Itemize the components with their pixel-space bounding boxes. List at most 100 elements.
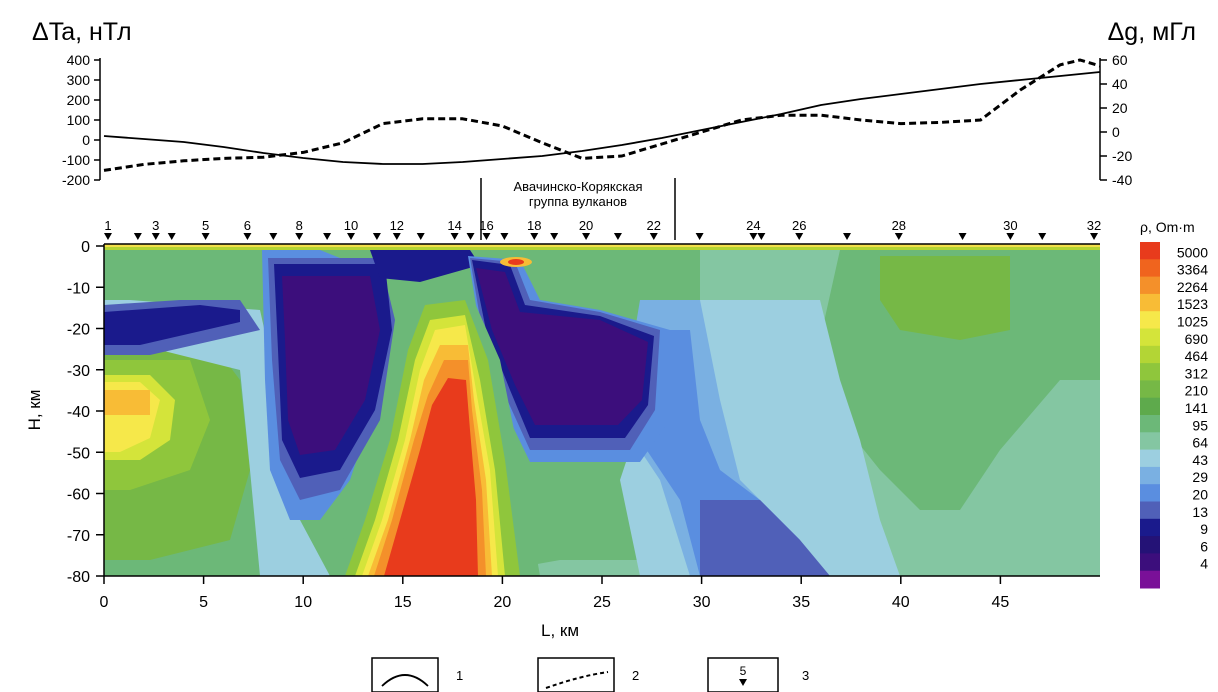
station-number: 32: [1087, 218, 1101, 233]
zone-4-east-body: [476, 268, 648, 425]
station-number: 28: [892, 218, 906, 233]
station-number: 1: [104, 218, 111, 233]
station-marker: [201, 233, 210, 240]
x-tick-label: 35: [792, 594, 810, 611]
station-marker: [392, 233, 401, 240]
station-marker: [530, 233, 539, 240]
colorbar-cell: [1140, 536, 1160, 554]
station-number: 10: [344, 218, 358, 233]
station-marker: [103, 233, 112, 240]
station-marker: [649, 233, 658, 240]
legend-station-triangle: [739, 679, 747, 686]
colorbar-label: 1523: [1177, 296, 1208, 312]
x-tick-label: 45: [992, 594, 1010, 611]
station-marker: [757, 233, 766, 240]
colorbar-cell: [1140, 259, 1160, 278]
legend-marker-label: 5: [740, 664, 747, 678]
colorbar-cell: [1140, 311, 1160, 329]
station-marker: [347, 233, 356, 240]
left-tick-label: 400: [67, 52, 91, 68]
station-marker: [1006, 233, 1015, 240]
colorbar-title: ρ, Om·m: [1140, 219, 1195, 235]
y-axis-label: H, км: [25, 390, 44, 431]
colorbar-cell: [1140, 484, 1160, 502]
y-axis-ticks: 0 -10 -20 -30 -40 -50 -60 -70 -80: [67, 239, 104, 586]
y-tick-label: -50: [67, 445, 90, 462]
colorbar-label: 464: [1185, 348, 1209, 364]
station-marker: [500, 233, 509, 240]
x-tick-label: 0: [100, 594, 109, 611]
gravity-anomaly-line: [103, 58, 1101, 172]
station-number: 24: [746, 218, 760, 233]
station-number: 12: [390, 218, 404, 233]
station-marker: [958, 233, 967, 240]
station-marker: [482, 233, 491, 240]
colorbar-label: 13: [1192, 504, 1208, 520]
station-marker: [167, 233, 176, 240]
station-marker: [295, 233, 304, 240]
magnetic-anomaly-line: [103, 71, 1101, 165]
left-tick-label: 0: [82, 132, 90, 148]
surface-strip: [104, 244, 1100, 249]
station-marker: [372, 233, 381, 240]
colorbar-cell: [1140, 501, 1160, 520]
colorbar-cell: [1140, 553, 1160, 572]
colorbar-cell: [1140, 345, 1160, 364]
colorbar-cell: [1140, 397, 1160, 416]
station-number: 30: [1003, 218, 1017, 233]
left-tick-label: 200: [67, 92, 91, 108]
left-axis-title: ΔTa, нТл: [32, 18, 132, 46]
shallow-high-resistivity-core: [508, 259, 524, 265]
legend-box-3: [707, 657, 779, 692]
legend-number-2: 2: [632, 668, 639, 683]
colorbar-label: 5000: [1177, 244, 1208, 260]
x-tick-label: 15: [394, 594, 412, 611]
zone-9-top-center: [370, 250, 480, 282]
colorbar-label: 690: [1185, 331, 1209, 347]
colorbar-label: 141: [1185, 400, 1209, 416]
y-tick-label: -60: [67, 487, 90, 504]
resistivity-heatmap: [104, 244, 1100, 576]
colorbar-label: 1025: [1177, 314, 1208, 330]
station-number: 20: [579, 218, 593, 233]
surface-strip-lower: [104, 247, 1100, 250]
right-tick-label: 0: [1112, 124, 1120, 140]
colorbar: ρ, Om·m 50003364226415231025690464312210…: [1140, 219, 1208, 589]
section-panel: 0 5 10 15 20 25 30 35 40 45 0-10-20-30-40-50-60-7…: [25, 218, 1101, 640]
y-tick-label: -20: [67, 322, 90, 339]
legend-box-2: [537, 657, 615, 692]
station-marker: [795, 233, 804, 240]
station-number: 14: [447, 218, 461, 233]
zone-5000-central-body: [384, 378, 478, 576]
zone-13-deep-east: [700, 500, 830, 576]
y-tick-label: -40: [67, 404, 90, 421]
colorbar-cell: [1140, 432, 1160, 451]
station-marker: [894, 233, 903, 240]
station-marker: [269, 233, 278, 240]
right-tick-label: 20: [1112, 100, 1128, 116]
station-marker: [450, 233, 459, 240]
zone-141-top-right: [880, 256, 1010, 340]
right-axis-title: Δg, мГл: [1108, 18, 1196, 46]
zone-4-west-body: [282, 276, 380, 455]
station-marker: [582, 233, 591, 240]
station-number: 16: [479, 218, 493, 233]
left-tick-label: -100: [62, 152, 90, 168]
station-number: 22: [647, 218, 661, 233]
station-number: 5: [202, 218, 209, 233]
colorbar-cell: [1140, 242, 1160, 260]
colorbar-label: 29: [1192, 469, 1208, 485]
station-marker: [843, 233, 852, 240]
station-marker: [550, 233, 559, 240]
left-tick-label: -200: [62, 172, 90, 188]
colorbar-label: 4: [1200, 556, 1208, 572]
x-axis-label: L, км: [541, 621, 579, 640]
right-tick-label: 60: [1112, 52, 1128, 68]
y-tick-label: -10: [67, 280, 90, 297]
legend: 1 2 5 3: [371, 657, 809, 692]
colorbar-label: 3364: [1177, 262, 1208, 278]
colorbar-cells: [1140, 242, 1160, 589]
x-tick-label: 40: [892, 594, 910, 611]
colorbar-label: 20: [1192, 487, 1208, 503]
